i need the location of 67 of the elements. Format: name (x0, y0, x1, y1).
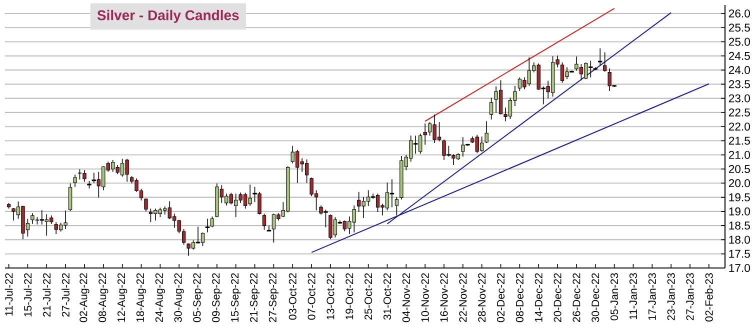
y-tick-label: 19.0 (729, 207, 750, 216)
x-tick-label: 23-Jan-23 (667, 273, 675, 320)
x-tick-label: 02-Dec-22 (497, 273, 505, 322)
y-tick-label: 18.5 (729, 222, 750, 230)
x-tick-label: 20-Dec-22 (554, 273, 562, 322)
candlestick (484, 120, 488, 144)
y-tick-label: 22.5 (728, 108, 750, 116)
y-tick-label: 21.0 (728, 150, 750, 159)
y-tick-label: 26.0 (728, 9, 750, 18)
x-tick-label: 05-Jan-23 (610, 273, 618, 320)
candlestick (73, 174, 77, 188)
x-tick-label: 13-Oct-22 (326, 273, 334, 320)
x-tick-label: 10-Nov-22 (421, 273, 429, 322)
x-tick-label: 26-Dec-22 (572, 273, 580, 322)
candlestick (68, 183, 72, 212)
chart-title: Silver - Daily Candles (97, 10, 239, 23)
candlestick (144, 198, 148, 212)
x-tick-label: 17-Jan-23 (648, 273, 656, 320)
x-tick-label: 15-Sep-22 (231, 273, 241, 322)
x-tick-label: 02-Feb-23 (704, 273, 713, 322)
x-tick-label: 08-Dec-22 (516, 273, 524, 322)
x-tick-label: 27-Jul-22 (62, 273, 70, 317)
y-tick-label: 17.5 (729, 250, 750, 258)
candlestick (489, 97, 494, 120)
x-tick-label: 28-Nov-22 (478, 273, 486, 322)
x-tick-label: 19-Oct-22 (346, 273, 354, 320)
x-tick-label: 09-Sep-22 (212, 273, 222, 322)
x-tick-label: 24-Aug-22 (155, 273, 166, 322)
candlestick (603, 52, 607, 72)
candlestick (394, 196, 399, 216)
x-tick-label: 14-Dec-22 (534, 273, 542, 322)
x-tick-label: 16-Nov-22 (440, 273, 448, 322)
x-tick-label: 03-Oct-22 (288, 273, 296, 320)
y-tick-label: 20.5 (728, 165, 750, 174)
y-tick-label: 22.0 (728, 122, 750, 131)
x-tick-label: 02-Aug-22 (80, 273, 90, 322)
x-tick-label: 21-Sep-22 (250, 273, 260, 322)
y-tick-label: 23.0 (728, 94, 750, 102)
candlestick (262, 213, 266, 230)
x-tick-label: 11-Jan-23 (629, 273, 638, 320)
x-tick-label: 07-Oct-22 (308, 273, 316, 320)
x-tick-label: 08-Aug-22 (98, 273, 108, 322)
x-tick-label: 21-Jul-22 (42, 273, 51, 317)
y-tick-label: 25.5 (728, 24, 750, 32)
x-tick-label: 15-Jul-22 (24, 273, 32, 316)
y-tick-label: 18.0 (729, 236, 750, 244)
x-tick-label: 22-Nov-22 (459, 273, 467, 322)
x-tick-label: 30-Dec-22 (592, 273, 600, 322)
x-tick-label: 27-Sep-22 (268, 273, 279, 322)
y-tick-label: 21.5 (728, 136, 750, 145)
x-tick-label: 27-Jan-23 (686, 273, 694, 320)
candlestick (210, 216, 214, 228)
x-tick-label: 25-Oct-22 (364, 273, 372, 320)
y-tick-label: 24.0 (728, 66, 750, 74)
x-tick-label: 05-Sep-22 (193, 273, 203, 322)
y-tick-label: 24.5 (728, 52, 750, 60)
x-tick-label: 18-Aug-22 (136, 273, 146, 322)
x-tick-label: 30-Aug-22 (174, 273, 184, 322)
y-tick-label: 25.0 (728, 38, 750, 46)
y-tick-label: 20.0 (728, 179, 750, 188)
x-tick-label: 04-Nov-22 (402, 273, 410, 322)
x-tick-label: 31-Oct-22 (383, 273, 392, 320)
y-tick-label: 17.0 (729, 264, 750, 272)
y-tick-label: 19.5 (729, 193, 750, 202)
x-tick-label: 11-Jul-22 (4, 273, 13, 316)
x-tick-label: 12-Aug-22 (118, 273, 128, 322)
y-tick-label: 23.5 (728, 80, 750, 88)
